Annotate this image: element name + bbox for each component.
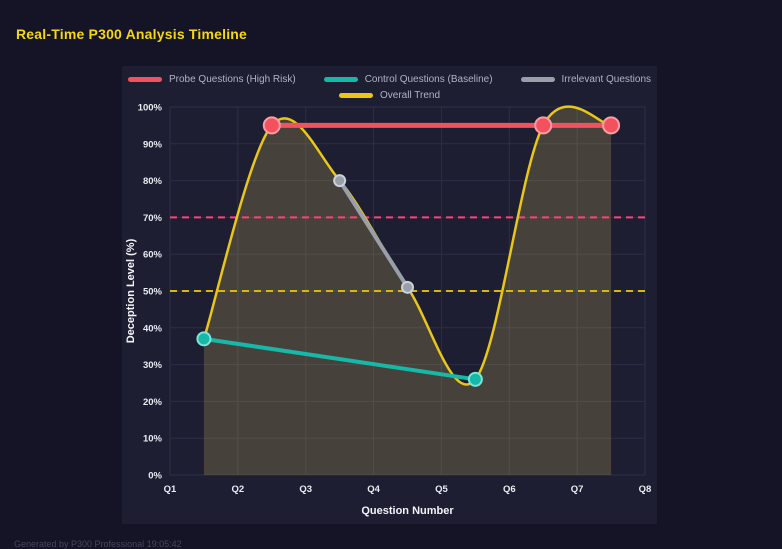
y-axis-title: Deception Level (%) xyxy=(125,238,137,343)
x-tick-label: Q7 xyxy=(571,484,584,495)
data-point-probe-questions-high-risk[interactable] xyxy=(602,116,621,135)
data-point-irrelevant-questions[interactable] xyxy=(401,280,414,294)
legend-swatch xyxy=(323,77,358,82)
legend-item-overall-trend[interactable]: Overall Trend xyxy=(338,90,441,101)
data-point-control-questions-baseline[interactable] xyxy=(467,371,483,387)
series-line-control-questions-baseline xyxy=(201,336,478,382)
data-point-probe-questions-high-risk[interactable] xyxy=(534,116,553,135)
x-tick-label: Q3 xyxy=(299,484,312,495)
x-tick-label: Q4 xyxy=(367,484,380,495)
series-line-irrelevant-questions xyxy=(337,178,410,290)
y-tick-label: 70% xyxy=(143,213,163,224)
legend-swatch xyxy=(520,77,555,82)
x-tick-label: Q2 xyxy=(232,484,245,495)
data-point-irrelevant-questions[interactable] xyxy=(333,174,347,188)
y-tick-label: 40% xyxy=(143,323,163,334)
data-point-control-questions-baseline[interactable] xyxy=(196,331,212,347)
p300-timeline-chart: 0% 10% 20% 30% 40% 50% 60% 70% 80% 90% 100% Q1 Q2 Q3 Q… xyxy=(125,103,652,517)
y-tick-label: 50% xyxy=(143,287,163,298)
y-tick-label: 100% xyxy=(138,103,163,114)
legend-item-control-questions-baseline[interactable]: Control Questions (Baseline) xyxy=(323,74,493,85)
legend-label: Irrelevant Questions xyxy=(561,74,652,85)
legend-row: Probe Questions (High Risk) Control Quest… xyxy=(127,74,652,85)
legend-item-irrelevant-questions[interactable]: Irrelevant Questions xyxy=(520,74,652,85)
legend-swatch xyxy=(127,77,162,82)
legend-label: Control Questions (Baseline) xyxy=(364,74,493,85)
y-tick-label: 30% xyxy=(143,360,163,371)
legend-swatch xyxy=(338,93,373,98)
x-tick-label: Q8 xyxy=(639,484,652,495)
y-tick-label: 80% xyxy=(143,176,163,187)
x-tick-label: Q1 xyxy=(164,484,177,495)
legend-label: Probe Questions (High Risk) xyxy=(168,74,296,85)
y-tick-label: 10% xyxy=(143,434,163,445)
y-tick-label: 0% xyxy=(148,471,162,482)
legend-row: Overall Trend xyxy=(338,90,441,101)
chart-legend: Probe Questions (High Risk) Control Quest… xyxy=(122,66,657,101)
legend-label: Overall Trend xyxy=(379,90,441,101)
data-point-probe-questions-high-risk[interactable] xyxy=(262,116,281,135)
chart-panel: Probe Questions (High Risk) Control Quest… xyxy=(122,66,657,524)
page-title: Real-Time P300 Analysis Timeline xyxy=(16,26,248,42)
y-tick-label: 90% xyxy=(143,139,163,150)
y-tick-label: 60% xyxy=(143,250,163,261)
x-tick-label: Q6 xyxy=(503,484,516,495)
legend-item-probe-questions-high-risk[interactable]: Probe Questions (High Risk) xyxy=(127,74,296,85)
x-tick-label: Q5 xyxy=(435,484,448,495)
y-tick-label: 20% xyxy=(143,397,163,408)
footer-note: Generated by P300 Professional 19:05:42 xyxy=(14,539,182,549)
x-axis-title: Question Number xyxy=(361,505,454,517)
